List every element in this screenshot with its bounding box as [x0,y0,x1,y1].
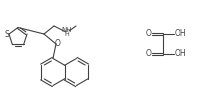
Text: OH: OH [174,29,186,38]
Text: O: O [146,49,152,59]
Text: S: S [4,30,9,39]
Text: H: H [64,32,69,37]
Text: NH: NH [61,27,72,33]
Text: O: O [146,29,152,38]
Text: OH: OH [174,49,186,59]
Text: O: O [54,39,61,48]
